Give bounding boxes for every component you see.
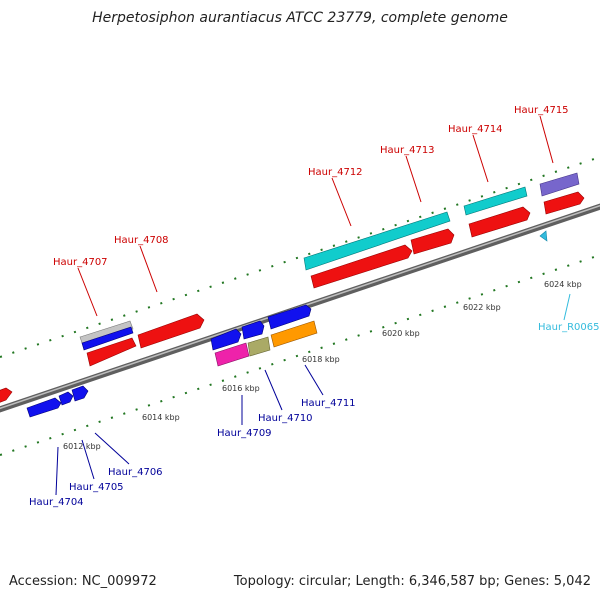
gene-arrow-haur-4712[interactable] [310,244,413,289]
gene-arrow-haur-4710[interactable] [241,320,265,340]
gene-label-reverse: Haur_4704 [29,497,84,508]
scale-labels: 6012 kbp 6014 kbp 6016 kbp 6018 kbp 6020… [63,280,582,451]
gene-arrow-haur-4714[interactable] [468,206,531,238]
gene-label-forward: Haur_4707 [53,257,108,268]
scale-label: 6018 kbp [302,355,340,364]
gene-arrow-haur-4704[interactable] [26,397,62,418]
reverse-strand-genes [26,230,548,418]
scale-label: 6016 kbp [222,384,260,393]
gene-bar-cyan-4712 [303,211,451,271]
scale-label: 6022 kbp [463,303,501,312]
gene-label-reverse: Haur_4709 [217,428,272,439]
gene-label-forward: Haur_4712 [308,167,363,178]
scale-label: 6024 kbp [544,280,582,289]
gene-bar-magenta [214,342,250,367]
gene-bar-orange [270,320,318,348]
gene-label-reverse: Haur_4706 [108,467,163,478]
gene-bar-blue [81,326,134,351]
forward-tick-track [0,156,600,358]
gene-label-forward: Haur_4713 [380,145,435,156]
gene-arrow[interactable] [0,387,13,403]
map-title: Herpetosiphon aurantiacus ATCC 23779, co… [92,10,508,26]
genome-summary-text: Topology: circular; Length: 6,346,587 bp… [233,574,591,589]
rna-marker-haur-r0065[interactable] [539,230,548,242]
gene-label-reverse: Haur_4711 [301,398,356,409]
gene-arrow-haur-4707[interactable] [86,337,137,367]
gene-arrow-haur-4711[interactable] [267,304,312,330]
gene-arrow-haur-4708[interactable] [137,313,205,349]
gene-labels: Haur_4707 Haur_4708 Haur_4712 Haur_4713 … [29,105,600,508]
gene-label-forward: Haur_4714 [448,124,503,135]
accession-text: Accession: NC_009972 [9,574,157,589]
gene-label-reverse: Haur_4710 [258,413,313,424]
gene-label-forward: Haur_4715 [514,105,569,116]
gene-bar-cyan-4714 [463,186,528,216]
gene-arrow-haur-4709[interactable] [210,328,242,351]
gene-arrow-haur-4706[interactable] [71,385,89,402]
gene-arrow-haur-4705[interactable] [58,391,74,406]
gene-bar-purple-4715 [539,172,580,197]
scale-label: 6014 kbp [142,413,180,422]
gene-bar-olive [247,336,271,357]
gene-label-rna: Haur_R0065 [538,322,600,333]
gene-label-reverse: Haur_4705 [69,482,124,493]
scale-label: 6020 kbp [382,329,420,338]
gene-arrow-haur-4715[interactable] [543,191,585,215]
gene-arrow-haur-4713[interactable] [410,228,455,255]
gene-label-forward: Haur_4708 [114,235,169,246]
label-leader-lines [55,115,571,496]
reverse-tick-track [0,254,600,456]
forward-strand-genes [0,172,585,403]
scale-label: 6012 kbp [63,442,101,451]
